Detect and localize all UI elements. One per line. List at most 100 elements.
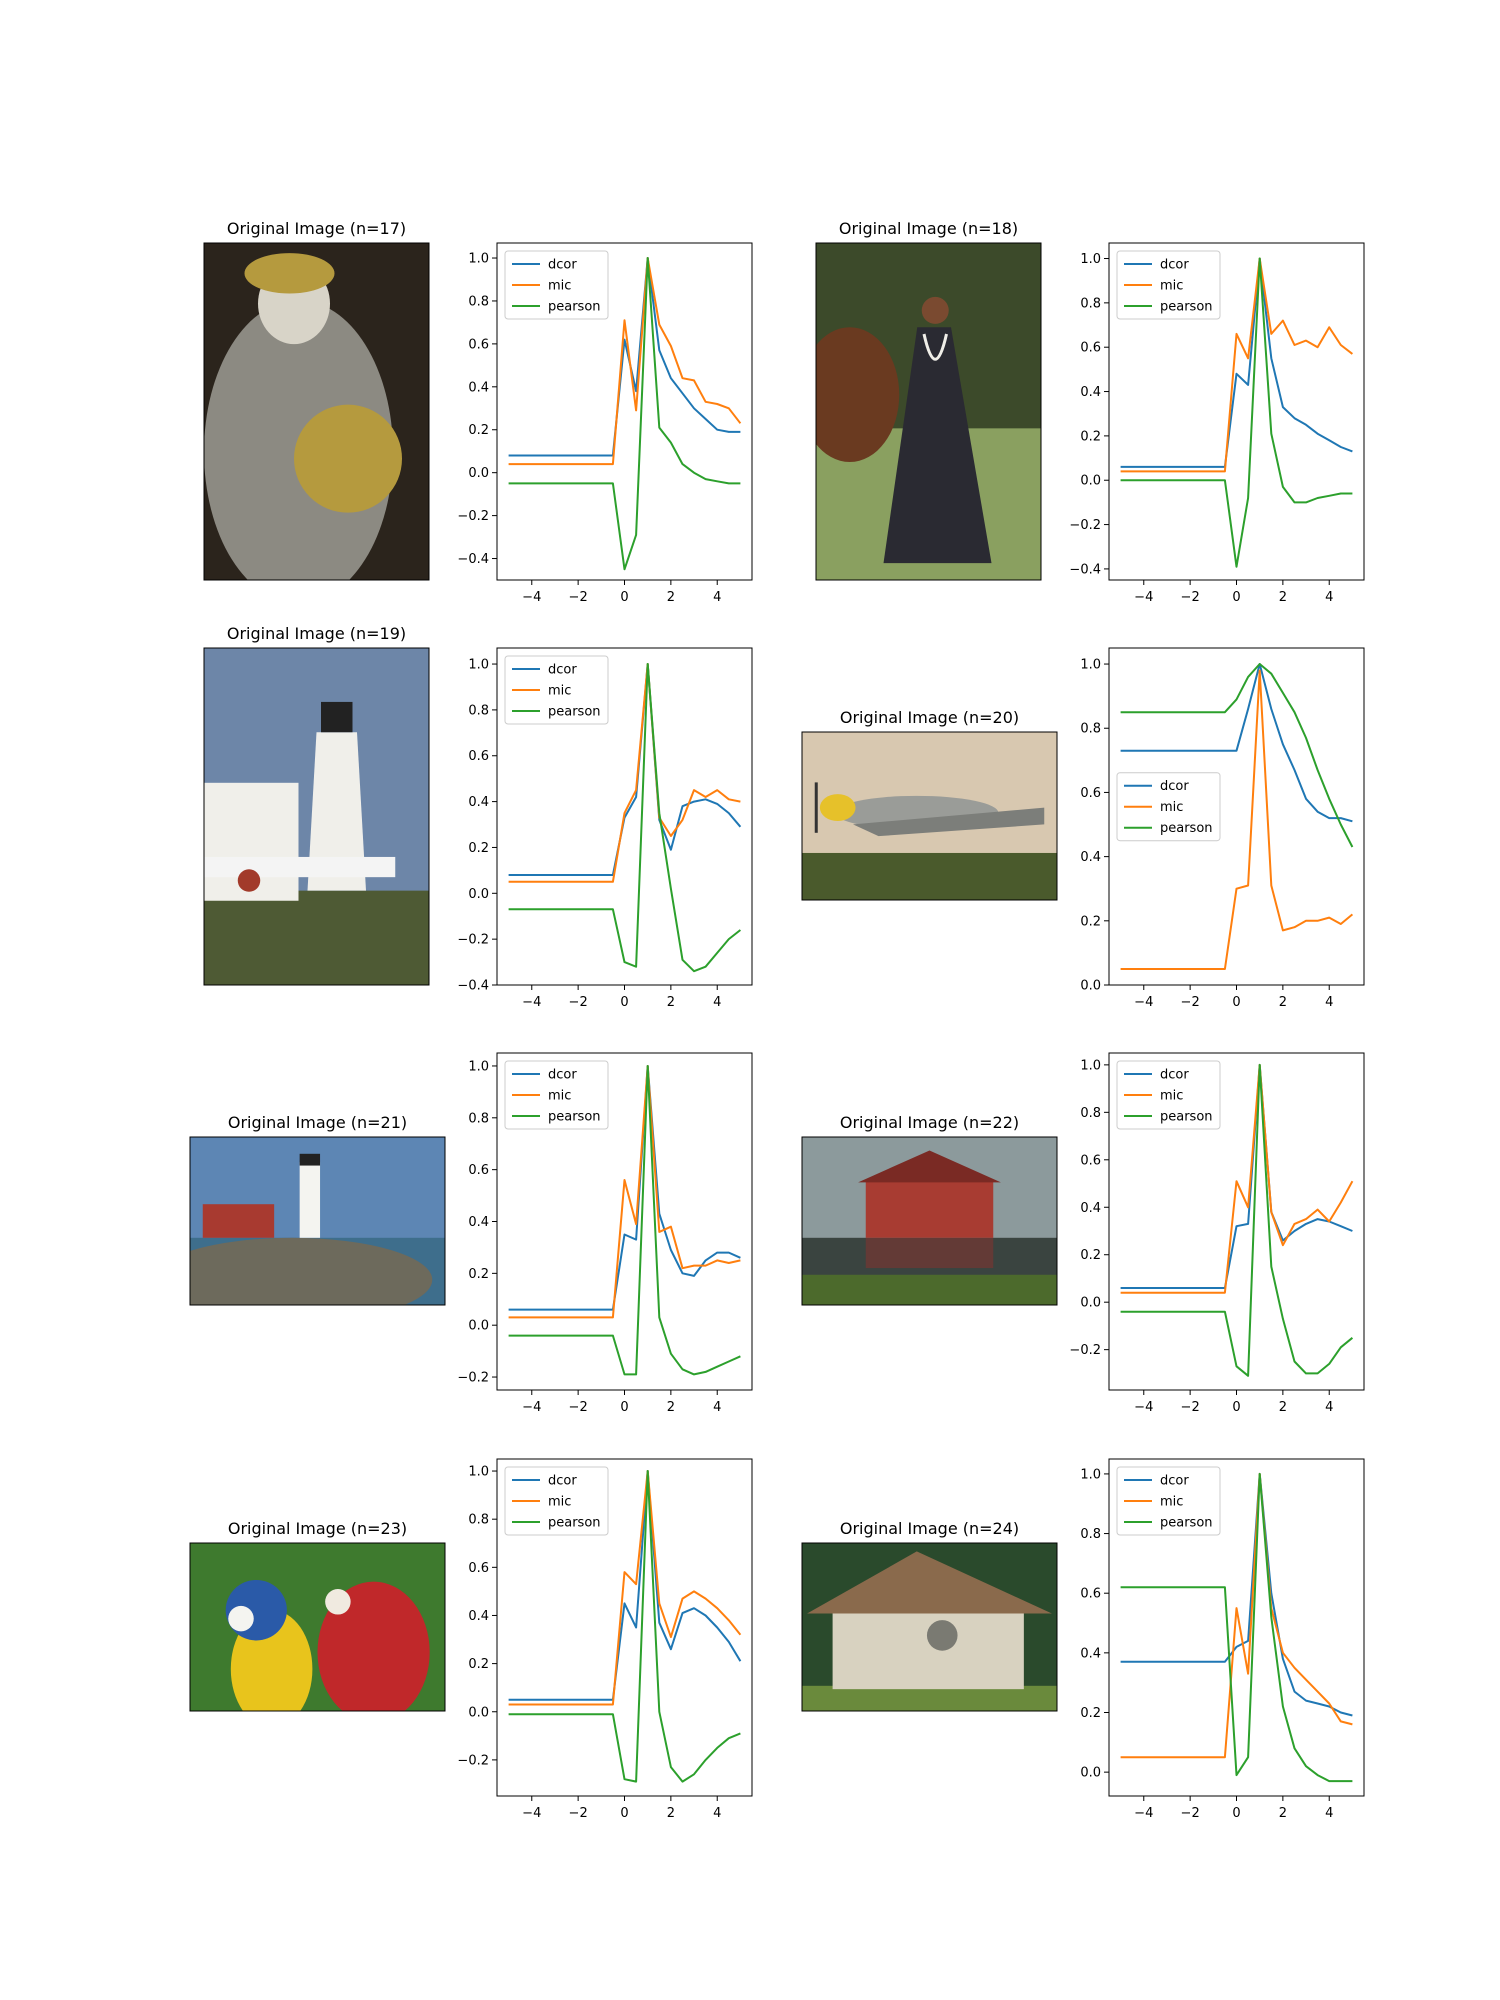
series-dcor-line xyxy=(508,1470,742,1701)
legend: dcor mic pearson xyxy=(504,1060,609,1130)
pearl-necklace xyxy=(922,333,948,361)
image-title: Original Image (n=22) xyxy=(840,1113,1019,1132)
legend-mic-label: mic xyxy=(1160,800,1183,815)
line-chart: −4 −2 0 2 4 0.0 0.2 0.4 0.6 0.8 1.0 dcor mic pearson xyxy=(1080,1458,1365,1821)
scarlet-face xyxy=(325,1589,351,1615)
series-pearson-line xyxy=(508,1065,741,1376)
y-tick-label: −0.2 xyxy=(1069,1343,1101,1358)
life-ring xyxy=(237,869,261,892)
legend-box xyxy=(504,250,609,320)
y-tick-label: 1.0 xyxy=(1080,252,1101,267)
panel-2: Original Image (n=18) −4 −2 0 2 4 −0.4 −0.2 0.0 0… xyxy=(815,219,1365,605)
x-tick-label: 2 xyxy=(667,995,675,1010)
series-dcor-line xyxy=(1120,1472,1353,1717)
y-tick-label: 0.4 xyxy=(468,380,489,395)
y-tick-label: 0.2 xyxy=(468,841,489,856)
series-pearson-line xyxy=(1120,1472,1353,1783)
lighthouse-tower xyxy=(299,1162,321,1238)
y-tick-label: 0.6 xyxy=(1080,1587,1101,1602)
x-tick-label: 4 xyxy=(1325,1400,1333,1415)
lighthouse-photo xyxy=(204,648,429,985)
y-tick-label: 0.2 xyxy=(1080,429,1101,444)
y-tick-label: −0.2 xyxy=(457,509,489,524)
legend-mic-label: mic xyxy=(1160,1495,1183,1510)
y-tick-label: −0.2 xyxy=(457,1753,489,1768)
y-tick-label: 1.0 xyxy=(468,252,489,267)
image-title: Original Image (n=20) xyxy=(840,708,1019,727)
x-tick-label: 2 xyxy=(1279,1400,1287,1415)
x-tick-label: 0 xyxy=(1232,995,1240,1010)
series-pearson-line xyxy=(508,663,742,973)
x-tick-label: 2 xyxy=(667,590,675,605)
y-tick-label: 0.6 xyxy=(468,1561,489,1576)
legend-dcor-label: dcor xyxy=(1160,779,1189,794)
photo-frame xyxy=(189,1542,446,1712)
x-tick-label: −2 xyxy=(1181,590,1200,605)
y-tick-label: 0.0 xyxy=(1080,979,1101,994)
x-tick-label: −4 xyxy=(1134,1806,1153,1821)
y-tick-label: 0.6 xyxy=(468,1163,489,1178)
y-tick-label: 0.4 xyxy=(1080,1201,1101,1216)
x-tick-label: −4 xyxy=(522,1806,541,1821)
legend-box xyxy=(1116,1060,1221,1130)
legend-mic-label: mic xyxy=(1160,279,1183,294)
chalet-wall xyxy=(832,1601,1024,1690)
y-tick-label: 0.8 xyxy=(468,1513,489,1528)
y-tick-label: 1.0 xyxy=(468,1465,489,1480)
y-tick-label: 0.8 xyxy=(468,703,489,718)
x-tick-label: 2 xyxy=(667,1806,675,1821)
series-mic-line xyxy=(1120,257,1354,473)
legend-box xyxy=(504,655,609,725)
x-tick-label: 0 xyxy=(620,590,628,605)
legend-mic-label: mic xyxy=(1160,1089,1183,1104)
x-tick-label: −4 xyxy=(522,590,541,605)
airplane-photo xyxy=(802,732,1057,900)
x-tick-label: 2 xyxy=(1279,1806,1287,1821)
x-tick-label: −2 xyxy=(1181,995,1200,1010)
y-tick-label: 0.0 xyxy=(1080,1296,1101,1311)
image-title: Original Image (n=21) xyxy=(228,1113,407,1132)
y-tick-label: 0.6 xyxy=(1080,341,1101,356)
y-tick-label: 0.2 xyxy=(1080,1248,1101,1263)
photo-frame xyxy=(203,242,430,581)
series-dcor-line xyxy=(1120,257,1353,468)
line-chart: −4 −2 0 2 4 −0.2 0.0 0.2 0.4 0.6 0.8 1.0 dcor mic pear… xyxy=(457,1458,753,1821)
image-title: Original Image (n=23) xyxy=(228,1519,407,1538)
reflection xyxy=(865,1237,994,1269)
airfield-grass xyxy=(802,852,1057,900)
panel-1: Original Image (n=17) −4 −2 0 2 4 −0.4 −0.2 0.0 0… xyxy=(203,219,753,605)
wing xyxy=(853,807,1045,837)
parrots-photo xyxy=(190,1543,445,1711)
legend-dcor-label: dcor xyxy=(1160,1474,1189,1489)
x-tick-label: 2 xyxy=(1279,995,1287,1010)
woman-photo xyxy=(816,243,1041,580)
legend-mic-label: mic xyxy=(548,1089,571,1104)
panel-8: Original Image (n=24) −4 −2 0 2 4 0.0 0.2 0.4 0.6… xyxy=(801,1458,1365,1821)
image-title: Original Image (n=17) xyxy=(227,219,406,238)
picket-fence xyxy=(204,856,396,878)
series-dcor-line xyxy=(1120,1063,1353,1289)
photo-frame xyxy=(815,242,1042,581)
x-tick-label: 4 xyxy=(1325,1806,1333,1821)
photo-frame xyxy=(203,647,430,986)
y-tick-label: −0.4 xyxy=(1069,562,1101,577)
y-tick-label: 0.4 xyxy=(1080,850,1101,865)
line-chart: −4 −2 0 2 4 −0.2 0.0 0.2 0.4 0.6 0.8 1.0 dcor mic pear… xyxy=(457,1052,753,1415)
x-tick-label: 2 xyxy=(1279,590,1287,605)
legend-pearson-label: pearson xyxy=(1160,1516,1213,1531)
series-mic-line xyxy=(508,1470,742,1706)
y-tick-label: 0.8 xyxy=(1080,296,1101,311)
coastal-lighthouse-photo xyxy=(190,1137,445,1305)
y-tick-label: 0.4 xyxy=(1080,385,1101,400)
x-tick-label: −4 xyxy=(522,1400,541,1415)
series-mic-line xyxy=(1120,1472,1353,1759)
panel-6: Original Image (n=22) −4 −2 0 2 4 −0.2 0.0 0.2 0.… xyxy=(801,1052,1365,1415)
x-tick-label: 0 xyxy=(620,1400,628,1415)
x-tick-label: −4 xyxy=(1134,995,1153,1010)
y-tick-label: 1.0 xyxy=(468,1059,489,1074)
statue-photo xyxy=(204,243,429,580)
dark-dress xyxy=(883,327,992,564)
x-tick-label: 4 xyxy=(1325,995,1333,1010)
series-mic-line xyxy=(1120,669,1354,970)
